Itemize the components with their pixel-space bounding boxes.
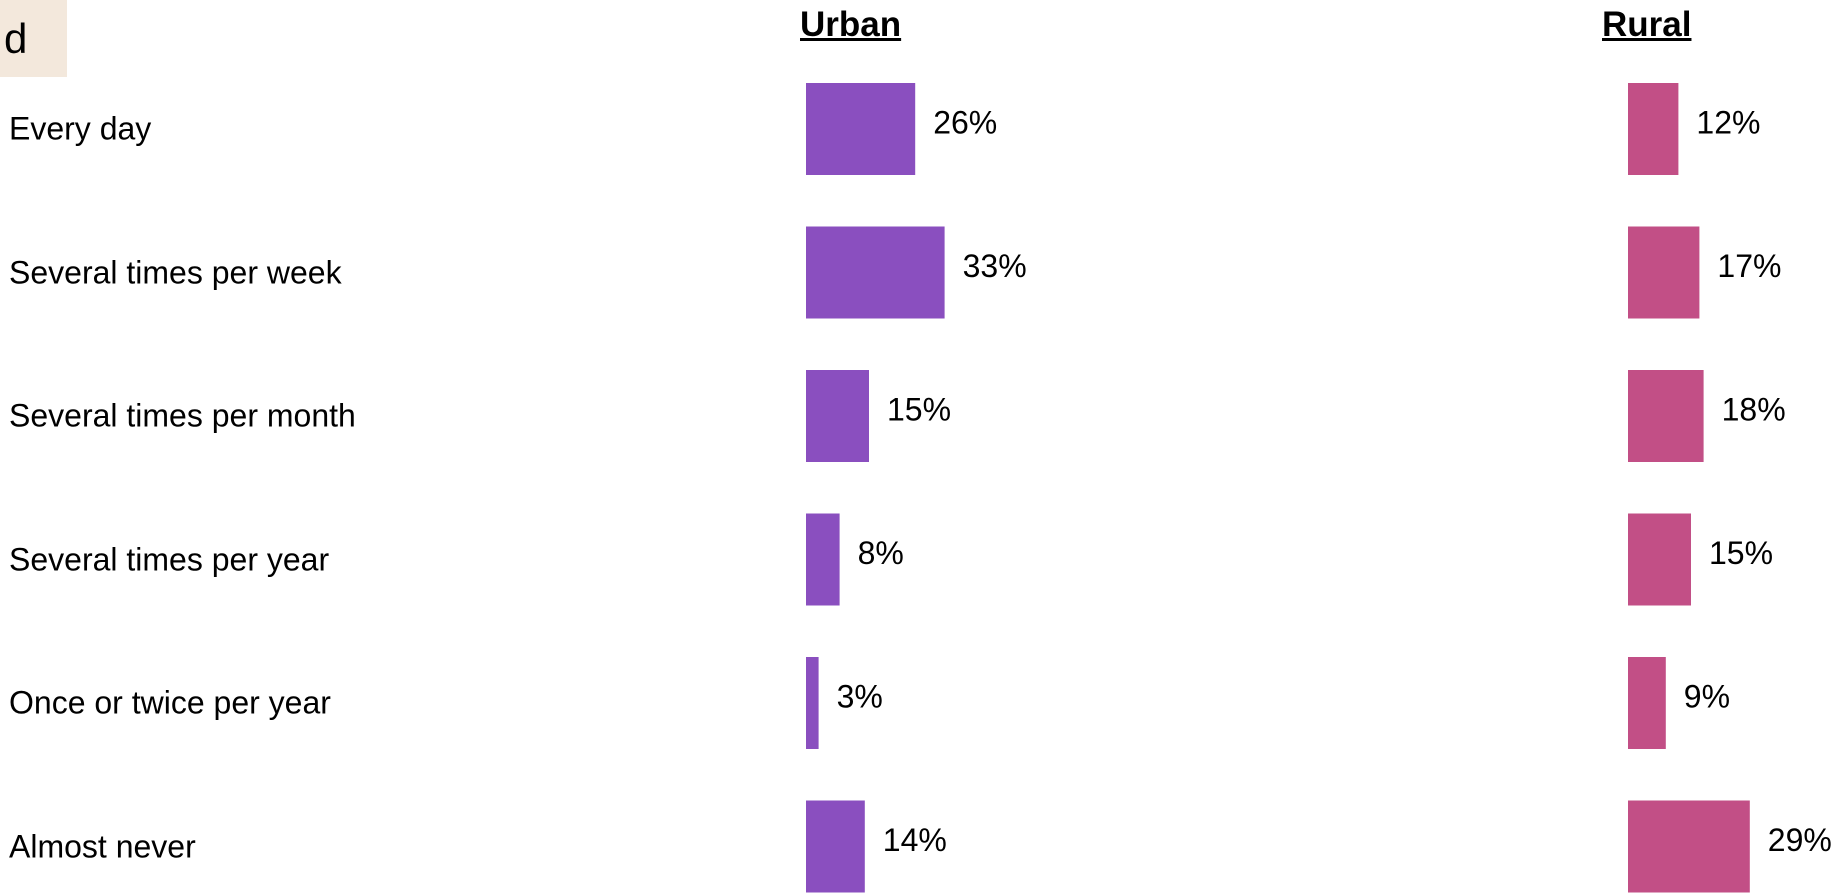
bar-urban-0 <box>806 83 916 175</box>
bar-urban-3 <box>806 513 840 606</box>
data-label-rural-3: 15% <box>1709 535 1773 571</box>
data-label-urban-4: 3% <box>837 678 883 714</box>
bar-rural-5 <box>1628 800 1750 893</box>
category-label: Almost never <box>9 828 196 864</box>
category-label: Several times per month <box>9 397 356 434</box>
bar-urban-2 <box>806 370 869 462</box>
bar-rural-0 <box>1628 83 1679 175</box>
bar-urban-4 <box>806 657 819 749</box>
bar-rural-3 <box>1628 513 1691 606</box>
data-label-rural-5: 29% <box>1768 822 1831 858</box>
data-label-rural-2: 18% <box>1722 391 1786 427</box>
data-label-urban-2: 15% <box>887 391 951 427</box>
bar-rural-1 <box>1628 226 1700 319</box>
data-label-urban-5: 14% <box>883 822 947 858</box>
data-label-rural-0: 12% <box>1696 104 1760 140</box>
data-label-rural-1: 17% <box>1717 248 1781 284</box>
category-label: Every day <box>9 110 152 147</box>
series-title-rural: Rural <box>1602 5 1692 44</box>
category-label: Several times per year <box>9 541 330 577</box>
data-label-urban-3: 8% <box>858 535 904 571</box>
bar-rural-2 <box>1628 370 1704 462</box>
category-label: Several times per week <box>9 254 342 290</box>
data-label-urban-1: 33% <box>963 248 1027 284</box>
panel-label: d <box>0 0 67 77</box>
bar-urban-5 <box>806 800 865 893</box>
category-label: Once or twice per year <box>9 684 331 721</box>
bar-urban-1 <box>806 226 945 319</box>
data-label-rural-4: 9% <box>1684 678 1730 714</box>
data-label-urban-0: 26% <box>933 104 997 140</box>
series-title-urban: Urban <box>800 5 902 44</box>
bar-rural-4 <box>1628 657 1666 749</box>
